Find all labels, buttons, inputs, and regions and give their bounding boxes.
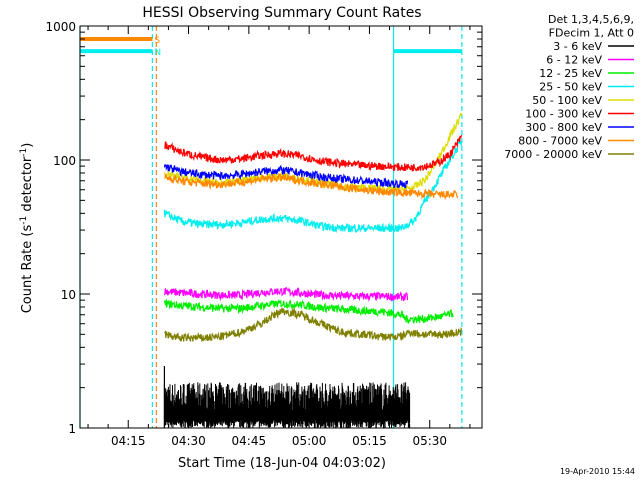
flag-label: N (154, 48, 161, 58)
x-tick-label: 05:00 (292, 434, 327, 448)
flag-label: S (154, 36, 160, 46)
series-path (164, 307, 463, 343)
x-axis-label: Start Time (18-Jun-04 04:03:02) (178, 456, 386, 471)
legend-label: 6 - 12 keV (546, 54, 602, 67)
series-3 (163, 139, 463, 233)
legend-header: FDecim 1, Att 0 (549, 27, 634, 40)
series-path (164, 135, 463, 172)
x-tick-label: 04:30 (171, 434, 206, 448)
legend-label: 50 - 100 keV (532, 94, 602, 107)
x-axis: 04:15 04:30 04:45 05:00 05:15 05:30 (87, 26, 471, 448)
legend-label: 7000 - 20000 keV (504, 148, 602, 161)
y-tick-label: 100 (53, 154, 76, 168)
x-tick-label: 04:15 (111, 434, 146, 448)
series-8 (164, 307, 463, 343)
y-tick-label: 10 (61, 288, 76, 302)
series-path (163, 298, 454, 325)
plot-area: SN (79, 26, 463, 428)
legend-header: Det 1,3,4,5,6,9, (548, 13, 634, 26)
chart-title: HESSI Observing Summary Count Rates (142, 5, 421, 21)
timestamp: 19-Apr-2010 15:44 (560, 467, 635, 476)
series-path (163, 382, 411, 428)
series-path (164, 173, 459, 200)
legend-label: 25 - 50 keV (539, 81, 602, 94)
series-path (163, 286, 409, 303)
series-path (163, 139, 463, 233)
x-tick-label: 04:45 (232, 434, 267, 448)
series-1 (163, 286, 409, 303)
series-2 (163, 298, 454, 325)
y-tick-label: 1000 (45, 20, 76, 34)
legend-label: 3 - 6 keV (553, 40, 602, 53)
legend-label: 100 - 300 keV (525, 108, 602, 121)
y-axis-label: Count Rate (s-1 detector-1) (19, 143, 35, 314)
legend-label: 300 - 800 keV (525, 121, 602, 134)
legend-label: 12 - 25 keV (539, 67, 602, 80)
legend-label: 800 - 7000 keV (518, 135, 602, 148)
series-5 (164, 135, 463, 172)
x-tick-label: 05:30 (412, 434, 447, 448)
y-tick-label: 1 (68, 422, 76, 436)
series-6 (163, 164, 409, 189)
series-path (163, 164, 409, 189)
series-0 (163, 366, 411, 428)
series-7 (164, 173, 459, 200)
plot-frame (79, 25, 483, 429)
y-axis: 1 10 100 1000 (45, 20, 482, 436)
legend: Det 1,3,4,5,6,9,FDecim 1, Att 03 - 6 keV… (504, 13, 634, 161)
x-tick-label: 05:15 (352, 434, 387, 448)
